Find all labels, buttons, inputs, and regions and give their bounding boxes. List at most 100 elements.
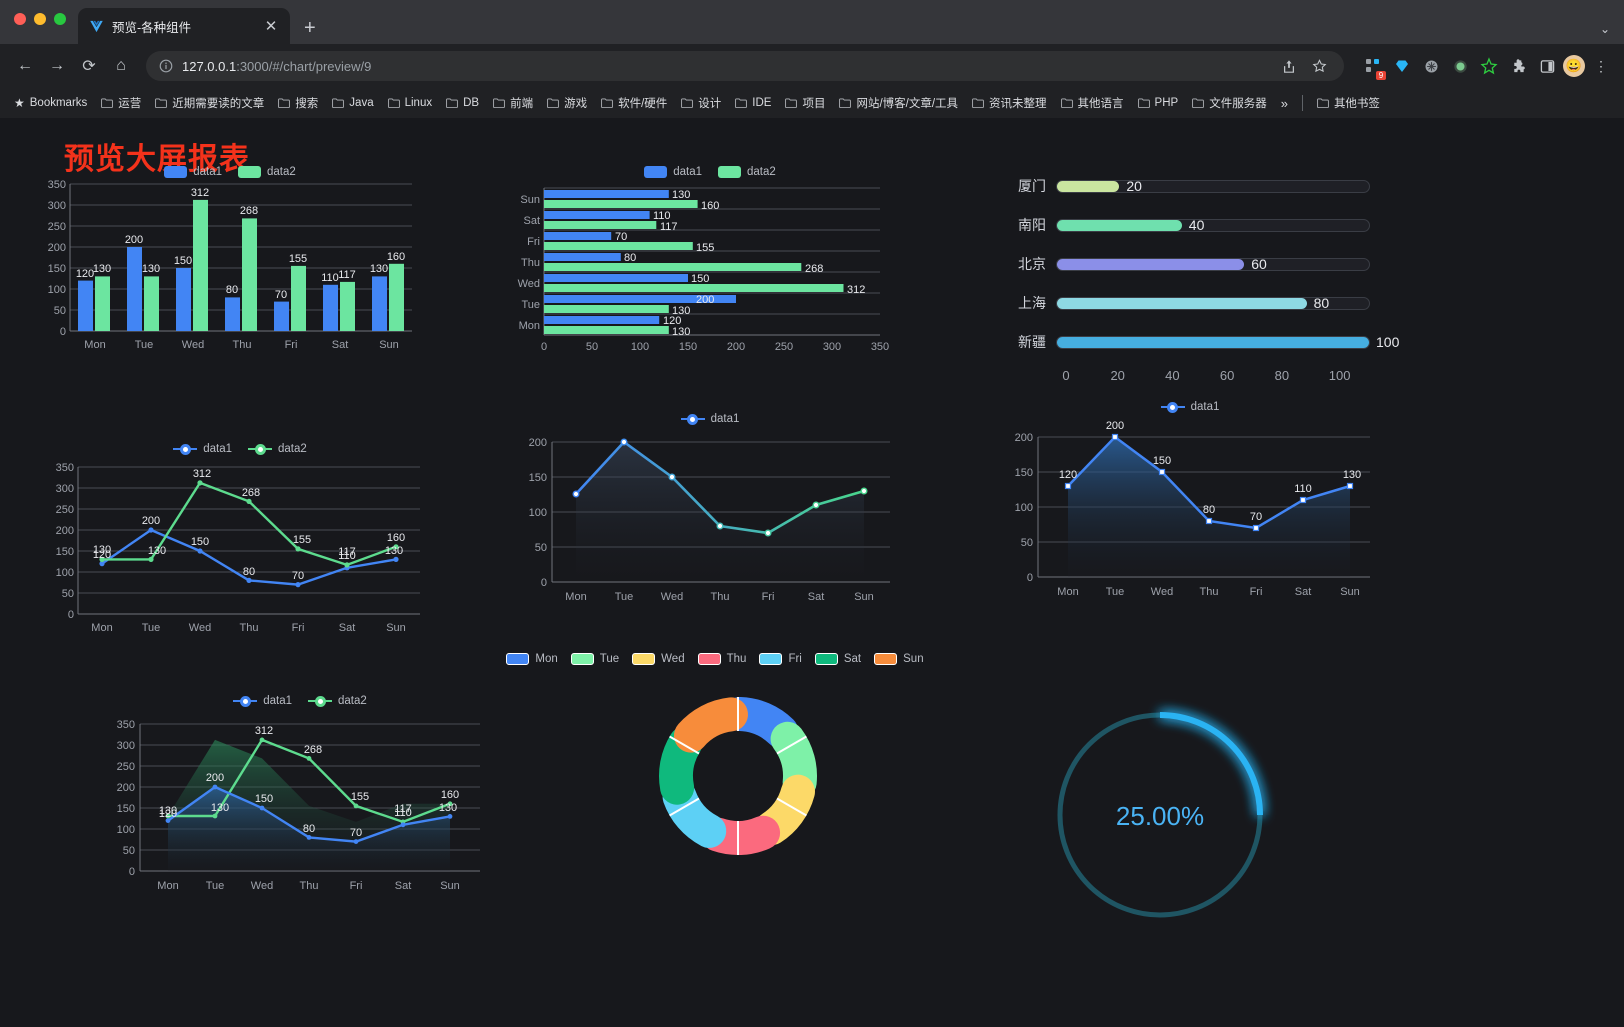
- bookmarks-label: Bookmarks: [29, 97, 88, 109]
- svg-text:160: 160: [441, 789, 459, 801]
- sidepanel-icon[interactable]: [1534, 53, 1560, 79]
- maximize-window-button[interactable]: [54, 13, 66, 25]
- extensions-grid-icon[interactable]: 9: [1360, 53, 1386, 80]
- progress-track[interactable]: 20: [1056, 178, 1370, 194]
- legend-line-icon: [308, 695, 332, 707]
- browser-menu-icon[interactable]: ⋮: [1594, 57, 1608, 74]
- star-green-icon[interactable]: [1476, 53, 1502, 79]
- series-points-data1: [99, 527, 399, 588]
- progress-track[interactable]: 100: [1056, 334, 1399, 350]
- bookmark-label: 网站/博客/文章/工具: [856, 98, 959, 110]
- legend-item-sun[interactable]: Sun: [874, 653, 924, 665]
- svg-text:350: 350: [48, 179, 66, 191]
- bookmark-folder[interactable]: 近期需要读的文章: [149, 92, 270, 114]
- close-tab-icon[interactable]: ✕: [264, 17, 278, 35]
- legend-item-data1[interactable]: data1: [233, 695, 292, 707]
- progress-track[interactable]: 60: [1056, 256, 1370, 272]
- clover-icon[interactable]: [1418, 53, 1444, 79]
- progress-fill: [1057, 336, 1369, 348]
- info-circle-icon[interactable]: [158, 59, 173, 74]
- svg-text:350: 350: [871, 341, 889, 353]
- forward-button[interactable]: →: [49, 57, 65, 74]
- bookmark-folder[interactable]: Java: [326, 94, 379, 112]
- svg-text:70: 70: [275, 289, 287, 301]
- star-outline-icon[interactable]: [1306, 53, 1332, 79]
- puzzle-icon[interactable]: [1505, 53, 1531, 79]
- legend-item-data1[interactable]: data1: [680, 413, 739, 425]
- svg-text:312: 312: [847, 284, 865, 296]
- bookmark-folder[interactable]: Linux: [382, 94, 439, 112]
- diamond-icon[interactable]: [1389, 53, 1415, 79]
- bookmarks-overflow-button[interactable]: »: [1280, 95, 1288, 111]
- y-gridlines: [78, 466, 420, 594]
- share-icon[interactable]: [1276, 53, 1302, 79]
- bookmark-folder[interactable]: 前端: [487, 92, 539, 114]
- bookmark-folder[interactable]: 软件/硬件: [595, 92, 673, 114]
- bookmark-folder[interactable]: 文件服务器: [1186, 92, 1273, 114]
- browser-tab[interactable]: 预览-各种组件 ✕: [78, 8, 290, 44]
- profile-avatar[interactable]: 😀: [1563, 55, 1585, 77]
- svg-text:312: 312: [191, 187, 209, 199]
- folder-icon: [972, 98, 984, 109]
- progress-fill: [1057, 297, 1307, 309]
- legend-swatch-icon: [874, 653, 898, 665]
- minimize-window-button[interactable]: [34, 13, 46, 25]
- chevron-down-icon[interactable]: ⌄: [1599, 22, 1610, 36]
- svg-text:200: 200: [117, 782, 135, 794]
- bookmark-folder[interactable]: 资讯未整理: [966, 92, 1053, 114]
- svg-text:Tue: Tue: [1106, 586, 1125, 598]
- home-button[interactable]: ⌂: [116, 57, 126, 74]
- legend-item-data1[interactable]: data1: [164, 166, 222, 178]
- close-window-button[interactable]: [14, 13, 26, 25]
- legend-item-data1[interactable]: data1: [1160, 401, 1219, 413]
- legend-swatch-icon: [506, 653, 530, 665]
- legend-item-data2[interactable]: data2: [718, 166, 776, 178]
- bookmark-folder[interactable]: DB: [440, 94, 485, 112]
- x-axis-labels: Mon Tue Wed Thu Fri Sat Sun: [157, 880, 459, 892]
- back-button[interactable]: ←: [17, 57, 33, 74]
- progress-track[interactable]: 40: [1056, 217, 1370, 233]
- bookmark-folder[interactable]: 网站/博客/文章/工具: [833, 92, 964, 114]
- address-bar[interactable]: 127.0.0.1:3000/#/chart/preview/9: [146, 51, 1344, 81]
- bookmark-folder[interactable]: PHP: [1132, 94, 1185, 112]
- legend-item-data1[interactable]: data1: [644, 166, 702, 178]
- circle-green-icon[interactable]: [1447, 53, 1473, 79]
- bookmark-folder[interactable]: 其他语言: [1055, 92, 1130, 114]
- folder-icon: [547, 98, 559, 109]
- bookmark-label: 运营: [118, 98, 142, 110]
- tab-title: 预览-各种组件: [112, 20, 192, 35]
- gauge-progress: [1159, 712, 1263, 816]
- legend-item-wed[interactable]: Wed: [632, 653, 685, 665]
- svg-text:Fri: Fri: [350, 880, 363, 892]
- legend-line-icon: [173, 443, 198, 455]
- legend-item-tue[interactable]: Tue: [570, 653, 619, 665]
- other-bookmarks-folder[interactable]: 其他书签: [1311, 92, 1386, 114]
- bookmark-folder[interactable]: 设计: [675, 92, 727, 114]
- legend-item-thu[interactable]: Thu: [697, 653, 746, 665]
- bookmark-folder[interactable]: 项目: [779, 92, 831, 114]
- bars: [544, 190, 844, 334]
- svg-text:Sun: Sun: [379, 339, 399, 351]
- legend-item-data1[interactable]: data1: [173, 443, 232, 455]
- svg-text:50: 50: [62, 588, 74, 600]
- legend-item-data2[interactable]: data2: [308, 695, 367, 707]
- legend-item-mon[interactable]: Mon: [506, 653, 558, 665]
- svg-text:150: 150: [56, 546, 74, 558]
- bookmark-folder[interactable]: IDE: [729, 94, 777, 112]
- bookmark-folder[interactable]: 运营: [95, 92, 147, 114]
- new-tab-button[interactable]: +: [304, 17, 316, 39]
- legend-item-sat[interactable]: Sat: [814, 653, 861, 665]
- progress-track[interactable]: 80: [1056, 295, 1370, 311]
- progress-label: 南阳: [1018, 217, 1046, 233]
- chart-legend: data1 data2: [20, 166, 440, 178]
- legend-item-data2[interactable]: data2: [238, 166, 296, 178]
- bookmark-folder[interactable]: 搜索: [272, 92, 324, 114]
- reload-button[interactable]: ⟳: [82, 58, 96, 75]
- legend-item-fri[interactable]: Fri: [759, 653, 802, 665]
- svg-text:150: 150: [691, 273, 709, 285]
- legend-item-data2[interactable]: data2: [248, 443, 307, 455]
- bookmark-manager-entry[interactable]: ★ Bookmarks: [8, 93, 93, 113]
- svg-text:150: 150: [174, 255, 192, 267]
- bookmark-folder[interactable]: 游戏: [541, 92, 593, 114]
